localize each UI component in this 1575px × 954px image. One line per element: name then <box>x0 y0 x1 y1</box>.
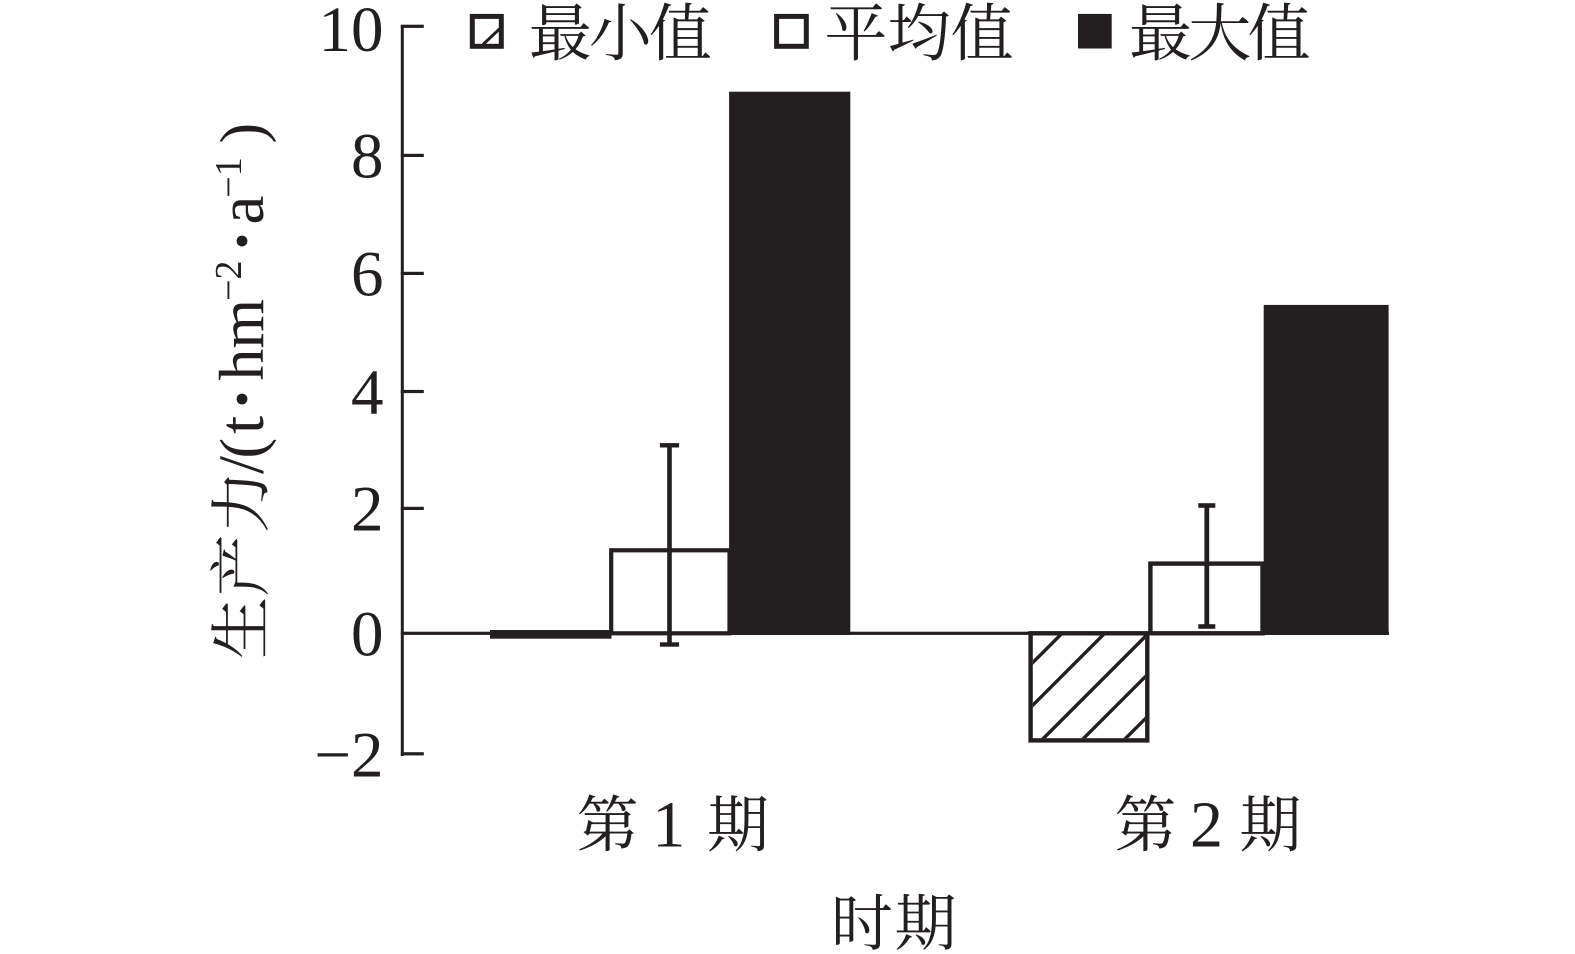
svg-text:−2: −2 <box>314 719 383 791</box>
svg-text:0: 0 <box>351 599 384 671</box>
svg-text:8: 8 <box>351 121 384 193</box>
svg-text:4: 4 <box>351 357 384 429</box>
svg-text:(: ( <box>209 438 277 459</box>
svg-text:6: 6 <box>351 239 384 311</box>
svg-text:−1: −1 <box>208 157 250 197</box>
svg-text:1: 1 <box>652 789 685 862</box>
svg-text:): ) <box>209 123 277 144</box>
svg-text:a: a <box>206 196 278 225</box>
svg-text:−2: −2 <box>208 260 250 300</box>
svg-text:t: t <box>206 416 278 434</box>
svg-text:2: 2 <box>351 474 384 546</box>
svg-text:10: 10 <box>319 0 384 66</box>
svg-text:2: 2 <box>1190 789 1223 862</box>
svg-text:hm: hm <box>206 299 277 381</box>
svg-text:/: / <box>206 455 278 474</box>
